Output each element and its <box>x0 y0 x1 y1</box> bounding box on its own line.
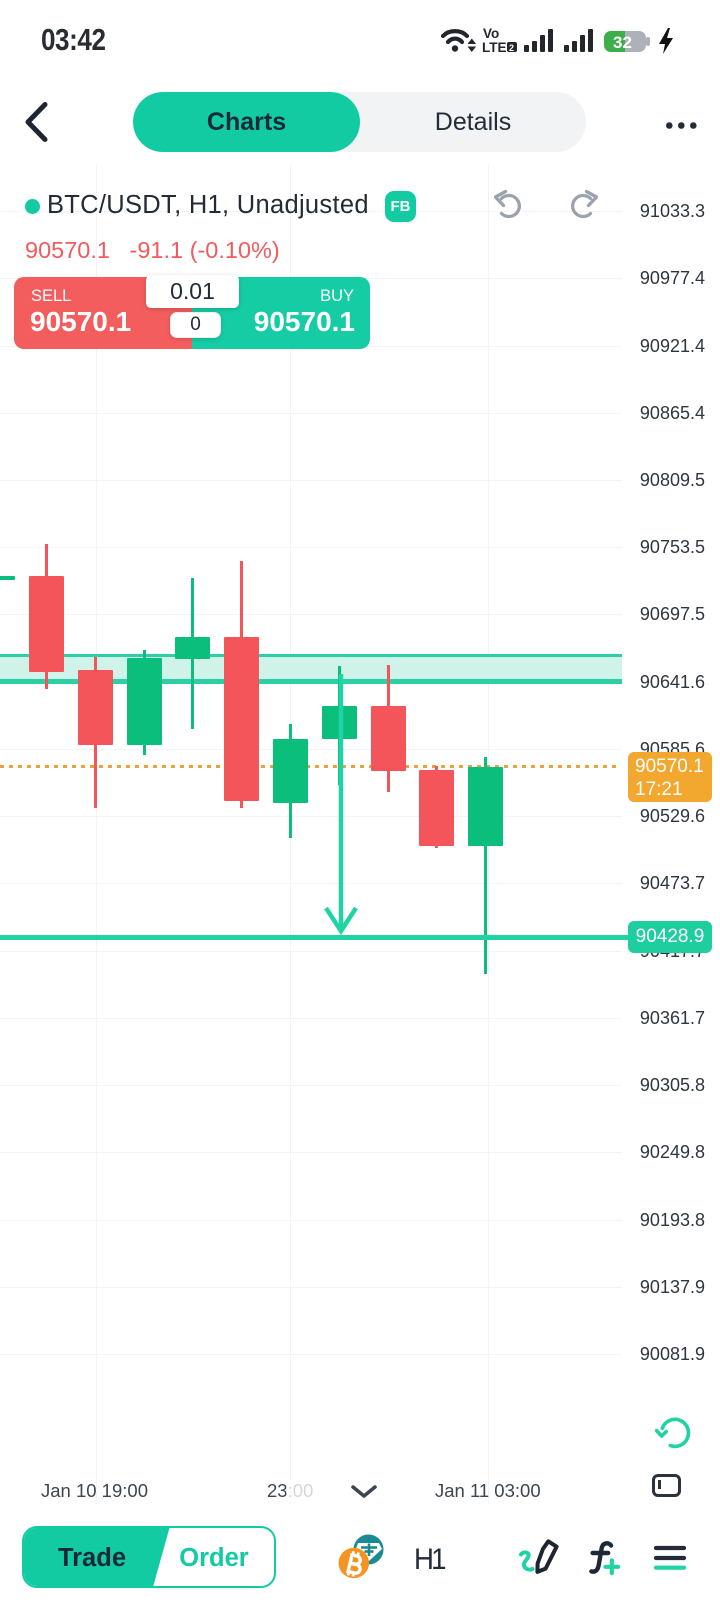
svg-text:32: 32 <box>613 33 632 52</box>
svg-text:2: 2 <box>509 43 514 53</box>
svg-text:LTE: LTE <box>482 40 507 55</box>
svg-text:Vo: Vo <box>483 26 499 41</box>
